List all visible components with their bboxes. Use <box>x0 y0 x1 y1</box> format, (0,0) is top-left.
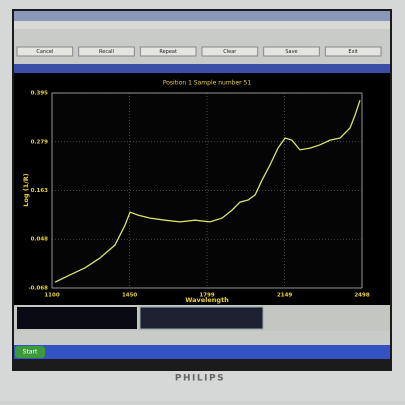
x-tick-label: 1799 <box>199 293 214 299</box>
spectrum-titlebar <box>14 64 390 73</box>
y-tick-label: 0.163 <box>31 188 49 194</box>
info-box <box>140 307 263 329</box>
start-label[interactable]: Start <box>23 349 38 356</box>
button-label[interactable]: Recall <box>99 49 114 55</box>
y-axis-label: Log (1/R) <box>22 173 30 206</box>
window-titlebar <box>14 11 390 21</box>
menu-bar <box>14 21 390 29</box>
y-tick-label: -0.068 <box>28 286 48 292</box>
chart-title: Position 1 Sample number 51 <box>163 80 252 87</box>
x-tick-label: 1450 <box>122 293 137 299</box>
x-tick-label: 2498 <box>354 293 369 299</box>
y-tick-label: 0.279 <box>31 139 49 145</box>
x-tick-label: 1100 <box>44 293 59 299</box>
photo: Start PHILIPS Position 1 Sample number 5… <box>0 0 405 401</box>
x-tick-label: 2149 <box>277 293 292 299</box>
y-tick-label: 0.048 <box>31 237 49 243</box>
info-box <box>17 307 137 329</box>
brand: PHILIPS <box>175 374 225 384</box>
button-label[interactable]: Cancel <box>36 49 53 55</box>
button-label[interactable]: Clear <box>223 49 237 55</box>
button-label[interactable]: Exit <box>348 49 358 55</box>
taskbar <box>14 345 390 359</box>
button-label[interactable]: Save <box>285 49 297 55</box>
button-label[interactable]: Repeat <box>159 49 177 55</box>
y-tick-label: 0.395 <box>31 91 49 97</box>
